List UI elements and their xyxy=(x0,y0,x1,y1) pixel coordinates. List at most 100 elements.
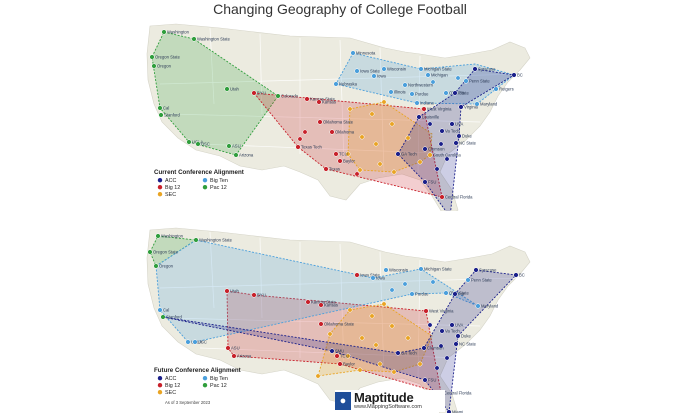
school-label: Ohio State xyxy=(449,91,469,96)
school-marker xyxy=(160,314,166,320)
school-label: USC xyxy=(198,340,207,345)
school-marker xyxy=(323,166,329,172)
school-label: Oregon xyxy=(157,64,172,69)
school-marker xyxy=(316,99,322,105)
legend-swatch xyxy=(157,390,163,395)
school-marker xyxy=(449,322,455,328)
school-label: Minnesota xyxy=(356,51,376,56)
school-marker xyxy=(389,287,395,293)
school-label: Duke xyxy=(462,134,472,139)
state-border xyxy=(159,73,521,85)
school-label: Kansas xyxy=(322,100,336,105)
school-marker xyxy=(157,307,163,313)
school-label: FSU xyxy=(428,378,436,383)
school-marker xyxy=(186,139,192,145)
school-marker xyxy=(493,86,499,92)
school-label: Texas Tech xyxy=(301,145,323,150)
school-label: West Virginia xyxy=(429,309,454,314)
school-marker xyxy=(452,90,458,96)
school-label: Cal xyxy=(163,308,169,313)
school-label: Va Tech xyxy=(445,129,460,134)
school-marker xyxy=(318,321,324,327)
school-marker xyxy=(417,159,423,165)
school-label: Miami xyxy=(452,410,463,413)
school-label: Stanford xyxy=(164,113,181,118)
school-label: Purdue xyxy=(415,292,429,297)
school-marker xyxy=(455,75,461,81)
state-border xyxy=(159,277,521,289)
school-marker xyxy=(465,277,471,283)
school-marker xyxy=(191,36,197,42)
school-marker xyxy=(473,267,479,273)
school-label: Utah xyxy=(230,87,240,92)
legend-title: Future Conference Alignment xyxy=(154,367,241,374)
school-marker xyxy=(359,335,365,341)
state-border xyxy=(259,237,263,319)
school-marker xyxy=(439,328,445,334)
school-marker xyxy=(317,119,323,125)
state-border xyxy=(199,347,461,359)
school-marker xyxy=(418,266,424,272)
school-label: Maryland xyxy=(481,304,499,309)
school-label: Cal xyxy=(163,106,169,111)
school-label: Stanford xyxy=(166,315,183,320)
school-marker xyxy=(438,141,444,147)
school-marker xyxy=(475,303,481,309)
school-label: Washington State xyxy=(199,238,233,243)
school-marker xyxy=(357,167,363,173)
legend-entry: Pac 12 xyxy=(210,185,227,191)
school-label: GA Tech xyxy=(401,152,417,157)
school-marker xyxy=(377,161,383,167)
school-marker xyxy=(155,233,161,239)
school-marker xyxy=(161,29,167,35)
school-marker xyxy=(226,143,232,149)
school-label: Maryland xyxy=(480,102,498,107)
school-label: Va Tech xyxy=(445,329,460,334)
state-border xyxy=(169,113,481,123)
school-marker xyxy=(409,91,415,97)
legend-swatch xyxy=(202,376,208,381)
school-marker xyxy=(345,353,351,359)
school-marker xyxy=(425,72,431,78)
school-label: Syracuse xyxy=(478,67,496,72)
school-marker xyxy=(405,135,411,141)
school-label: Wisconsin xyxy=(389,268,409,273)
school-marker xyxy=(231,353,237,359)
school-marker xyxy=(474,101,480,107)
school-marker xyxy=(389,323,395,329)
school-label: Texas xyxy=(329,167,340,172)
school-label: Illinois xyxy=(394,90,406,95)
school-marker xyxy=(395,350,401,356)
school-marker xyxy=(158,112,164,118)
school-label: Northwestern xyxy=(408,83,434,88)
state-border xyxy=(199,143,461,155)
school-marker xyxy=(430,279,436,285)
school-marker xyxy=(430,79,436,85)
school-marker xyxy=(329,348,335,354)
school-marker xyxy=(149,54,155,60)
school-marker xyxy=(414,100,420,106)
school-label: BC xyxy=(519,273,525,278)
legend-entry: Pac 12 xyxy=(210,383,227,389)
school-marker xyxy=(444,355,450,361)
school-label: ASU xyxy=(231,346,240,351)
school-label: Clemson xyxy=(427,346,444,351)
school-marker xyxy=(446,409,452,413)
school-label: USC xyxy=(201,142,210,147)
school-marker xyxy=(193,237,199,243)
school-marker xyxy=(350,50,356,56)
school-label: SMU xyxy=(335,349,344,354)
school-label: Washington xyxy=(167,30,190,35)
school-marker xyxy=(422,179,428,185)
school-marker xyxy=(347,307,353,313)
us-landmass xyxy=(146,23,531,211)
school-label: Michigan xyxy=(431,73,448,78)
school-label: Colorado xyxy=(281,94,299,99)
school-marker xyxy=(513,272,519,278)
school-marker xyxy=(444,156,450,162)
school-marker xyxy=(354,272,360,278)
school-marker xyxy=(463,78,469,84)
state-border xyxy=(339,243,345,369)
legend-entry: SEC xyxy=(165,390,176,396)
school-label: Oklahoma State xyxy=(324,322,355,327)
